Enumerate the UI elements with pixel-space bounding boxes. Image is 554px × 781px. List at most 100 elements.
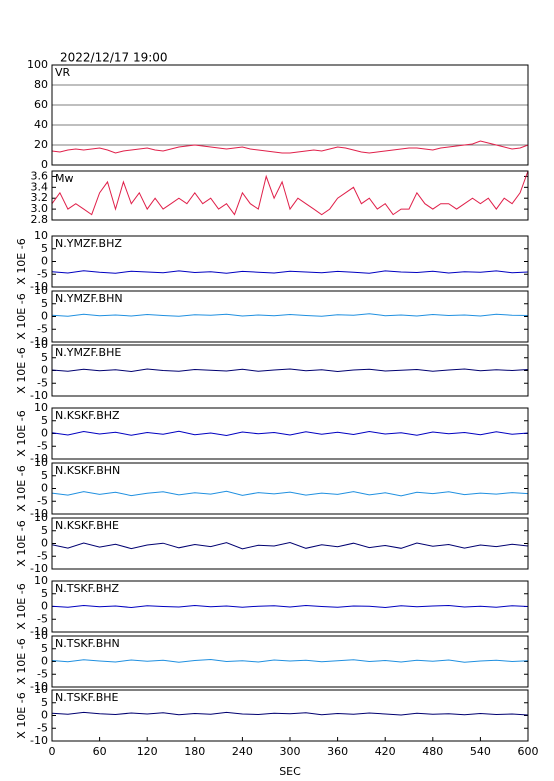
- y-tick-label: -5: [37, 322, 48, 335]
- y-axis-label: X 10E -6: [15, 465, 28, 511]
- y-tick-label: -5: [37, 494, 48, 507]
- y-tick-label: -5: [37, 721, 48, 734]
- panel-label: N.YMZF.BHN: [55, 292, 123, 305]
- y-axis-label: X 10E -6: [15, 583, 28, 629]
- y-axis-label: X 10E -6: [15, 347, 28, 393]
- y-tick-label: 3.4: [31, 180, 49, 193]
- panel-label: N.KSKF.BHN: [55, 464, 120, 477]
- trace: [51, 604, 529, 609]
- y-tick-label: 5: [41, 642, 48, 655]
- y-tick-label: 0: [41, 158, 48, 171]
- y-tick-label: 0: [41, 709, 48, 722]
- y-tick-label: 0: [41, 655, 48, 668]
- y-tick-label: -10: [30, 734, 48, 747]
- y-tick-label: 10: [34, 229, 48, 242]
- y-tick-label: -10: [30, 280, 48, 293]
- y-axis-label: X 10E -6: [15, 410, 28, 456]
- y-tick-label: 2.8: [31, 213, 49, 226]
- chart-title: 2022/12/17 19:00: [60, 51, 168, 65]
- trace: [51, 490, 529, 497]
- y-tick-label: 5: [41, 297, 48, 310]
- panel-label: Mw: [55, 172, 74, 185]
- y-tick-label: 40: [34, 118, 48, 131]
- y-tick-label: 10: [34, 401, 48, 414]
- y-tick-label: 5: [41, 414, 48, 427]
- x-axis-label: SEC: [279, 765, 301, 778]
- y-tick-label: 5: [41, 469, 48, 482]
- x-tick-label: 600: [518, 745, 539, 758]
- trace: [51, 658, 529, 663]
- y-tick-label: 0: [41, 427, 48, 440]
- y-tick-label: -10: [30, 452, 48, 465]
- panel-label: N.KSKF.BHE: [55, 519, 119, 532]
- y-tick-label: 100: [27, 58, 48, 71]
- y-tick-label: 0: [41, 537, 48, 550]
- panel-frame: [51, 635, 529, 688]
- panel-frame: [51, 290, 529, 343]
- y-tick-label: -5: [37, 612, 48, 625]
- panel-frame: [51, 580, 529, 633]
- y-axis-label: X 10E -6: [15, 638, 28, 684]
- y-tick-label: 0: [41, 364, 48, 377]
- panel-label: N.KSKF.BHZ: [55, 409, 120, 422]
- y-axis-label: X 10E -6: [15, 238, 28, 284]
- panel-frame: [51, 170, 529, 221]
- x-tick-label: 120: [137, 745, 158, 758]
- y-tick-label: -5: [37, 439, 48, 452]
- trace: [51, 170, 529, 216]
- x-tick-label: 480: [422, 745, 443, 758]
- y-tick-label: 5: [41, 524, 48, 537]
- y-tick-label: 5: [41, 696, 48, 709]
- y-tick-label: 0: [41, 482, 48, 495]
- panel-frame: [51, 344, 529, 397]
- y-tick-label: 10: [34, 456, 48, 469]
- y-tick-label: 0: [41, 600, 48, 613]
- y-tick-label: -5: [37, 549, 48, 562]
- x-tick-label: 0: [49, 745, 56, 758]
- y-tick-label: 5: [41, 587, 48, 600]
- y-axis-label: X 10E -6: [15, 293, 28, 339]
- y-axis-label: X 10E -6: [15, 520, 28, 566]
- y-tick-label: 0: [41, 255, 48, 268]
- y-tick-label: 3.0: [31, 202, 49, 215]
- panel-frame: [51, 462, 529, 515]
- y-axis-label: X 10E -6: [15, 692, 28, 738]
- x-tick-label: 420: [375, 745, 396, 758]
- y-tick-label: 5: [41, 242, 48, 255]
- y-tick-label: -10: [30, 335, 48, 348]
- y-tick-label: -10: [30, 507, 48, 520]
- panel-label: VR: [55, 66, 71, 79]
- trace: [51, 541, 529, 550]
- x-tick-label: 180: [184, 745, 205, 758]
- y-tick-label: 5: [41, 351, 48, 364]
- panel-frame: [51, 407, 529, 460]
- trace: [51, 313, 529, 317]
- y-tick-label: 10: [34, 284, 48, 297]
- y-tick-label: -5: [37, 267, 48, 280]
- y-tick-label: 10: [34, 338, 48, 351]
- y-tick-label: 10: [34, 683, 48, 696]
- x-tick-label: 240: [232, 745, 253, 758]
- panel-label: N.TSKF.BHN: [55, 637, 120, 650]
- y-tick-label: 3.2: [31, 191, 49, 204]
- x-tick-label: 60: [93, 745, 107, 758]
- panel-frame: [51, 235, 529, 288]
- y-tick-label: 3.6: [31, 169, 49, 182]
- panel-label: N.TSKF.BHZ: [55, 582, 120, 595]
- trace: [51, 711, 529, 716]
- y-tick-label: 0: [41, 310, 48, 323]
- y-tick-label: -5: [37, 376, 48, 389]
- panel-label: N.YMZF.BHZ: [55, 237, 122, 250]
- y-tick-label: -10: [30, 625, 48, 638]
- trace: [51, 270, 529, 274]
- trace: [51, 368, 529, 373]
- x-tick-label: 360: [327, 745, 348, 758]
- y-tick-label: -10: [30, 389, 48, 402]
- y-tick-label: 60: [34, 98, 48, 111]
- trace: [51, 430, 529, 437]
- panel-label: N.YMZF.BHE: [55, 346, 121, 359]
- panel-label: N.TSKF.BHE: [55, 691, 119, 704]
- y-tick-label: -5: [37, 667, 48, 680]
- y-tick-label: 20: [34, 138, 48, 151]
